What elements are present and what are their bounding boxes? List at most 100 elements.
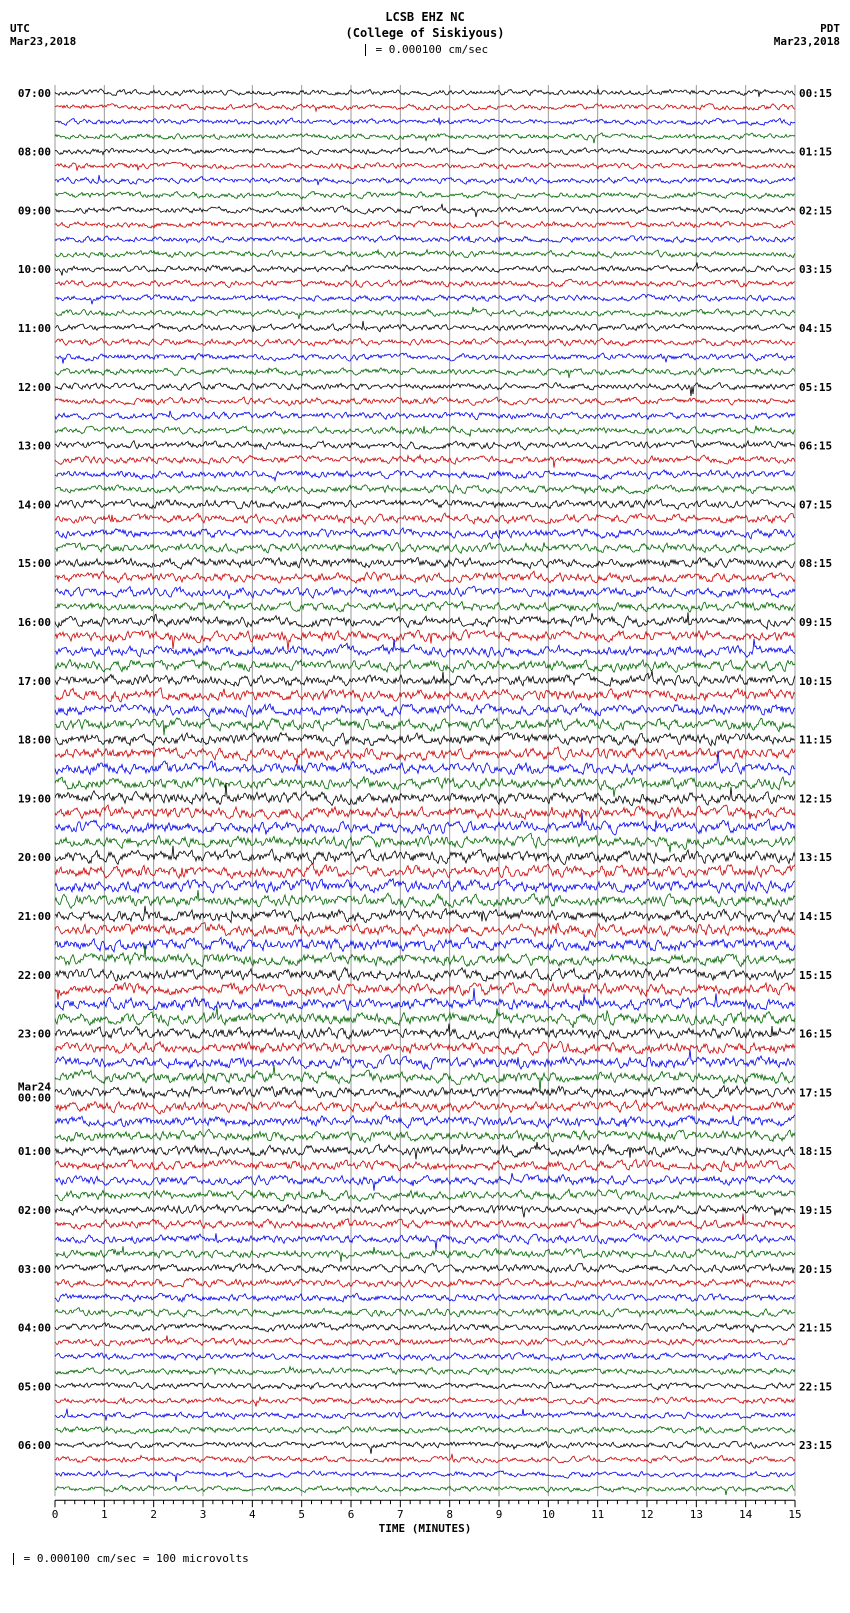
tz-right: PDT Mar23,2018 (774, 22, 840, 48)
trace (55, 279, 795, 287)
trace (55, 1233, 795, 1250)
hour-label-right: 20:15 (799, 1263, 832, 1276)
hour-label-right: 23:15 (799, 1439, 832, 1452)
trace (55, 1246, 795, 1262)
hour-label-left: 19:00 (18, 792, 51, 805)
trace (55, 148, 795, 155)
trace (55, 440, 795, 450)
trace (55, 89, 795, 97)
trace (55, 612, 795, 629)
trace (55, 660, 795, 673)
trace (55, 1454, 795, 1464)
seismogram-svg: 07:0000:1508:0001:1509:0002:1510:0003:15… (10, 80, 840, 1541)
trace (55, 1065, 795, 1093)
hour-label-right: 01:15 (799, 146, 832, 159)
trace (55, 571, 795, 583)
footer-text: = 0.000100 cm/sec = 100 microvolts (24, 1552, 249, 1565)
trace (55, 923, 795, 937)
trace (55, 1397, 795, 1407)
hour-label-left: 01:00 (18, 1145, 51, 1158)
trace (55, 1129, 795, 1142)
trace (55, 1159, 795, 1171)
hour-label-right: 13:15 (799, 851, 832, 864)
hour-label-left: 17:00 (18, 675, 51, 688)
trace (55, 747, 795, 765)
trace (55, 944, 795, 966)
trace (55, 383, 795, 397)
trace (55, 191, 795, 199)
x-tick-label: 13 (690, 1508, 703, 1521)
footer-scale-bar-icon (13, 1553, 14, 1565)
scale-bar-icon (365, 44, 366, 56)
x-tick-label: 15 (788, 1508, 801, 1521)
hour-label-left: 04:00 (18, 1322, 51, 1335)
tz-right-name: PDT (774, 22, 840, 35)
hour-label-left: 02:00 (18, 1204, 51, 1217)
trace (55, 833, 795, 852)
tz-left-date: Mar23,2018 (10, 35, 76, 48)
hour-label-left: 13:00 (18, 440, 51, 453)
hour-label-left: 21:00 (18, 910, 51, 923)
trace (55, 601, 795, 612)
x-tick-label: 14 (739, 1508, 753, 1521)
trace (55, 751, 795, 775)
x-tick-label: 5 (298, 1508, 305, 1521)
trace (55, 703, 795, 717)
hour-label-left: 10:00 (18, 263, 51, 276)
x-tick-label: 10 (542, 1508, 555, 1521)
trace (55, 455, 795, 468)
trace (55, 1485, 795, 1495)
scale-text: = 0.000100 cm/sec (376, 43, 489, 56)
trace (55, 1205, 795, 1218)
header: UTC Mar23,2018 PDT Mar23,2018 LCSB EHZ N… (10, 10, 840, 80)
hour-label-left: 23:00 (18, 1028, 51, 1041)
hour-label-left: 15:00 (18, 557, 51, 570)
trace (55, 204, 795, 217)
hour-label-right: 09:15 (799, 616, 832, 629)
trace (55, 499, 795, 509)
trace (55, 175, 795, 185)
hour-label-right: 15:15 (799, 969, 832, 982)
trace (55, 937, 795, 952)
trace (55, 783, 795, 806)
trace (55, 368, 795, 378)
trace (55, 1115, 795, 1128)
trace (55, 1353, 795, 1361)
hour-label-right: 10:15 (799, 675, 832, 688)
trace (55, 1173, 795, 1191)
hour-label-right: 12:15 (799, 792, 832, 805)
trace (55, 1441, 795, 1454)
trace (55, 1471, 795, 1482)
hour-label-left: 11:00 (18, 322, 51, 335)
hour-label-right: 21:15 (799, 1322, 832, 1335)
hour-label-right: 17:15 (799, 1086, 832, 1099)
trace (55, 1050, 795, 1070)
trace (55, 250, 795, 258)
trace (55, 671, 795, 687)
trace (55, 906, 795, 923)
trace (55, 307, 795, 319)
trace (55, 732, 795, 746)
trace (55, 1293, 795, 1302)
x-tick-label: 9 (496, 1508, 503, 1521)
hour-label-left: 05:00 (18, 1380, 51, 1393)
trace (55, 485, 795, 494)
trace (55, 1409, 795, 1421)
hour-label-left: 12:00 (18, 381, 51, 394)
tz-right-date: Mar23,2018 (774, 35, 840, 48)
trace (55, 411, 795, 420)
trace (55, 1263, 795, 1273)
trace (55, 263, 795, 276)
hour-label-left: 14:00 (18, 498, 51, 511)
hour-label-left: 09:00 (18, 204, 51, 217)
trace (55, 1041, 795, 1055)
trace (55, 805, 795, 820)
trace (55, 1142, 795, 1159)
hour-label-right: 16:15 (799, 1028, 832, 1041)
hour-label-left: 07:00 (18, 87, 51, 100)
hour-label-right: 07:15 (799, 498, 832, 511)
station-line-2: (College of Siskiyous) (10, 26, 840, 42)
trace (55, 528, 795, 539)
trace (55, 879, 795, 894)
hour-label-left: 18:00 (18, 734, 51, 747)
